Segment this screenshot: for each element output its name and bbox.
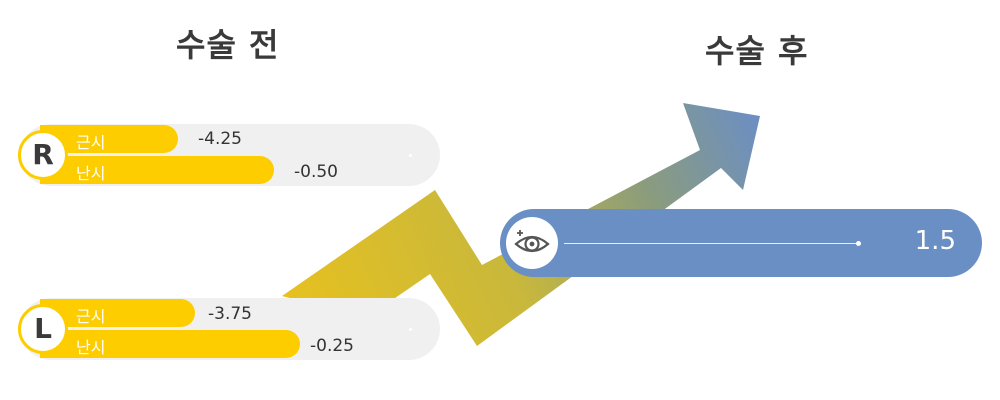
myopia-value: -3.75 [208,304,252,324]
astigmatism-bar [40,330,300,358]
after-surgery-result: 1.5 [500,209,982,277]
myopia-label: 근시 [76,307,106,326]
right-eye-badge: R [18,130,68,180]
myopia-label: 근시 [76,133,106,152]
myopia-value: -4.25 [198,129,242,149]
result-leader-line [564,243,860,244]
eye-icon-badge [506,217,558,269]
heading-before-surgery: 수술 전 [176,26,280,64]
astigmatism-label: 난시 [76,164,106,183]
astigmatism-value: -0.25 [310,336,354,356]
astigmatism-label: 난시 [76,338,106,357]
astigmatism-bar [40,156,274,184]
bar-tip-dot [409,328,412,331]
result-leader-dot [856,241,861,246]
bar-tip-dot [409,154,412,157]
eye-icon [514,230,550,253]
heading-after-surgery: 수술 후 [705,32,809,70]
left-eye-badge: L [18,304,68,354]
astigmatism-value: -0.50 [294,162,338,182]
after-visual-acuity-value: 1.5 [914,226,956,256]
